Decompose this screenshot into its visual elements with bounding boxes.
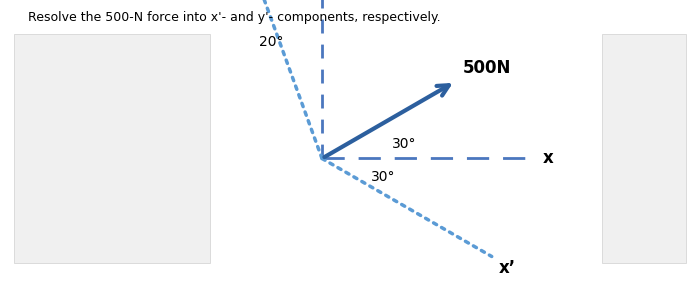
Text: x’: x’ — [498, 259, 516, 277]
Text: Resolve the 500-N force into x'- and y'- components, respectively.: Resolve the 500-N force into x'- and y'-… — [28, 11, 440, 24]
Text: 500N: 500N — [463, 59, 511, 77]
Bar — [602, 34, 686, 263]
Text: 20°: 20° — [259, 35, 284, 49]
Text: x: x — [542, 149, 553, 168]
Text: 30°: 30° — [392, 138, 416, 151]
Bar — [14, 34, 210, 263]
Text: 30°: 30° — [371, 170, 395, 184]
